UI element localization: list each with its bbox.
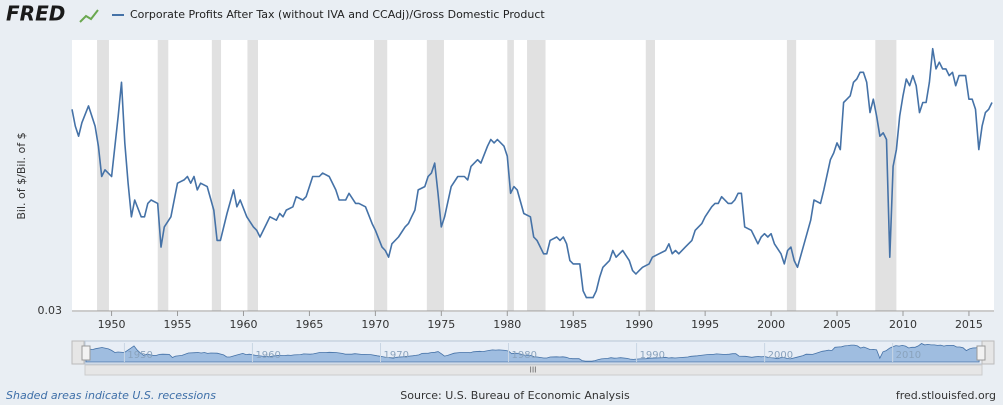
series-line bbox=[71, 47, 993, 299]
recession-band bbox=[645, 40, 656, 311]
x-tick-label: 2005 bbox=[823, 318, 851, 331]
x-tick-label: 2010 bbox=[889, 318, 917, 331]
site: fred.stlouisfed.org bbox=[896, 389, 996, 402]
recession-band bbox=[211, 40, 222, 311]
x-tick-label: 1980 bbox=[493, 318, 521, 331]
scrollbar[interactable] bbox=[84, 364, 983, 376]
recession-band bbox=[786, 40, 797, 311]
x-tick-label: 1975 bbox=[427, 318, 455, 331]
y-axis-label: Bil. of $/Bil. of $ bbox=[15, 132, 28, 219]
recession-band bbox=[157, 40, 169, 311]
navigator-tick-label: 1950 bbox=[127, 350, 152, 361]
recession-note: Shaded areas indicate U.S. recessions bbox=[6, 389, 216, 402]
navigator-handle[interactable] bbox=[976, 345, 986, 361]
recession-band bbox=[507, 40, 514, 311]
navigator-tick-label: 2000 bbox=[768, 350, 793, 361]
navigator-handle[interactable] bbox=[81, 345, 91, 361]
x-tick-label: 2000 bbox=[757, 318, 785, 331]
logo: FRED bbox=[6, 2, 65, 26]
x-tick-label: 1985 bbox=[559, 318, 587, 331]
navigator-tick-label: 1960 bbox=[255, 350, 280, 361]
x-tick-label: 1965 bbox=[295, 318, 323, 331]
scroll-grip[interactable]: III bbox=[529, 366, 536, 375]
recession-band bbox=[875, 40, 897, 311]
y-tick-label: 0.03 bbox=[38, 304, 63, 317]
x-tick-label: 1955 bbox=[164, 318, 192, 331]
recession-band bbox=[374, 40, 388, 311]
source: Source: U.S. Bureau of Economic Analysis bbox=[400, 389, 630, 402]
x-tick-label: 1995 bbox=[691, 318, 719, 331]
x-tick-label: 1970 bbox=[361, 318, 389, 331]
x-tick-label: 1990 bbox=[625, 318, 653, 331]
legend-label: Corporate Profits After Tax (without IVA… bbox=[130, 8, 545, 21]
navigator-area bbox=[85, 343, 980, 363]
recession-band bbox=[527, 40, 546, 311]
x-tick-label: 2015 bbox=[955, 318, 983, 331]
navigator-tick-label: 1970 bbox=[383, 350, 408, 361]
x-tick-label: 1960 bbox=[229, 318, 257, 331]
navigator-tick-label: 1990 bbox=[640, 350, 665, 361]
logo-icon bbox=[79, 9, 99, 23]
recession-band bbox=[247, 40, 258, 311]
navigator-tick-label: 2010 bbox=[896, 350, 921, 361]
x-tick-label: 1950 bbox=[98, 318, 126, 331]
navigator-tick-label: 1980 bbox=[512, 350, 537, 361]
